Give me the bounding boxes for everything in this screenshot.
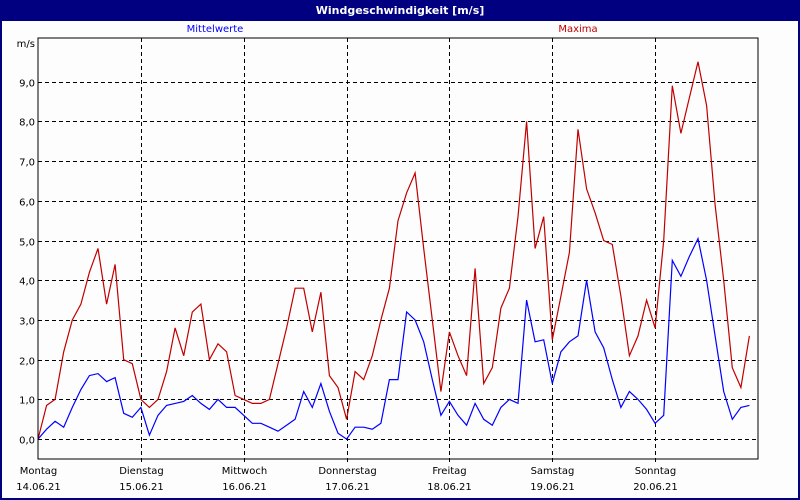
legend-mittelwerte: Mittelwerte (187, 24, 244, 35)
series-line-maxima (37, 61, 750, 440)
legend-maxima: Maxima (558, 24, 597, 35)
y-tick-label: 7,0 (19, 158, 35, 169)
y-tick-label: 4,0 (19, 277, 35, 288)
y-tick-label: 8,0 (19, 118, 35, 129)
x-tick-date: 19.06.21 (530, 482, 575, 493)
y-tick-label: 9,0 (19, 79, 35, 90)
y-tick-label: 2,0 (19, 357, 35, 368)
x-tick-date: 20.06.21 (633, 482, 678, 493)
x-tick-date: 14.06.21 (16, 482, 61, 493)
x-tick-date: 17.06.21 (325, 482, 370, 493)
y-tick-label: 5,0 (19, 238, 35, 249)
x-tick-date: 18.06.21 (427, 482, 472, 493)
x-tick-day: Mittwoch (222, 466, 267, 477)
x-tick-day: Montag (20, 466, 57, 477)
x-tick-day: Samstag (531, 466, 575, 477)
x-tick-date: 16.06.21 (222, 482, 267, 493)
plot-frame (37, 37, 759, 460)
x-tick-day: Dienstag (119, 466, 164, 477)
x-tick-day: Donnerstag (318, 466, 376, 477)
series-lines (37, 61, 750, 440)
window-title: Windgeschwindigkeit [m/s] (2, 2, 798, 21)
y-tick-label: 1,0 (19, 396, 35, 407)
x-tick-date: 15.06.21 (119, 482, 164, 493)
series-line-mittelwerte (37, 236, 750, 440)
y-tick-label: 3,0 (19, 317, 35, 328)
y-axis-unit: m/s (17, 39, 35, 50)
y-tick-label: 0,0 (19, 436, 35, 447)
x-tick-day: Freitag (432, 466, 466, 477)
grid: 0,0 1,0 2,0 3,0 4,0 5,0 6,0 7,0 8,0 9,0 Montag 14.0… (16, 38, 758, 493)
y-tick-label: 6,0 (19, 198, 35, 209)
x-tick-day: Sonntag (635, 466, 677, 477)
